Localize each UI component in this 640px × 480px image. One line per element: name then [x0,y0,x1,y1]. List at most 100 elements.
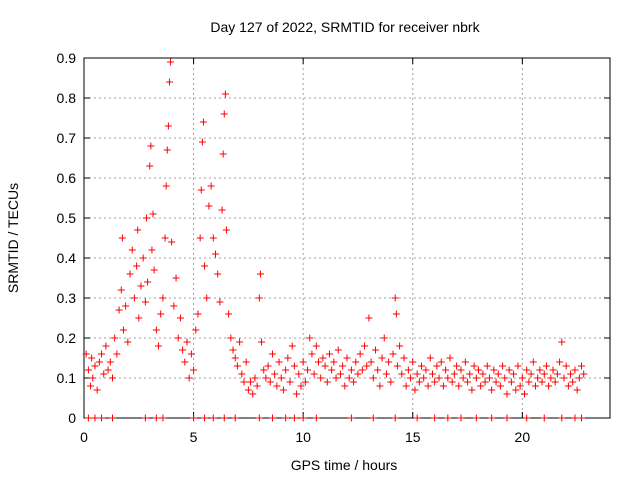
data-point [163,146,171,154]
data-point [503,390,511,398]
data-point [516,382,524,390]
data-point [258,338,266,346]
data-point [141,414,149,422]
data-point [122,302,130,310]
data-point [100,370,108,378]
data-point [356,350,364,358]
data-point [185,374,193,382]
y-tick-label: 0 [68,410,76,426]
data-point [212,250,219,258]
data-point [288,342,296,350]
data-point [144,278,152,286]
data-point [279,386,287,394]
data-point [431,414,439,422]
data-point [475,366,482,374]
data-point [367,358,375,366]
data-point [374,366,382,374]
data-point [161,234,169,242]
data-point [330,358,338,366]
x-tick-label: 5 [190,429,198,445]
data-point [345,374,353,382]
data-point [422,366,430,374]
data-point [431,378,439,386]
data-point [503,414,511,422]
data-point [464,378,472,386]
data-point [293,390,301,398]
data-point [216,298,224,306]
data-point [167,58,175,66]
data-point [387,378,395,386]
data-point [98,350,106,358]
data-point [128,246,136,254]
data-point [424,382,432,390]
data-point [251,374,259,382]
data-point [428,370,436,378]
chart-title: Day 127 of 2022, SRMTID for receiver nbr… [210,19,480,35]
data-point [152,326,160,334]
data-point [179,346,187,354]
data-point [187,350,195,358]
data-point [286,378,294,386]
data-point [95,358,103,366]
data-point [558,338,566,346]
plot-frame [83,57,611,419]
data-point [222,226,230,234]
data-point [437,358,445,366]
data-point [439,382,447,390]
y-tick-label: 0.6 [57,170,77,186]
data-point [571,366,579,374]
data-point [255,414,263,422]
data-point [301,378,309,386]
data-point [91,414,99,422]
data-point [190,414,198,422]
data-point [130,294,138,302]
data-point [545,382,553,390]
data-point [119,326,127,334]
data-point [221,90,229,98]
data-point [418,362,426,370]
data-point [389,350,397,358]
data-point [164,122,172,130]
data-point [255,294,263,302]
data-point [538,378,546,386]
data-point [192,326,200,334]
data-point [282,414,290,422]
data-point [365,314,373,322]
data-point [494,370,502,378]
data-point [249,390,257,398]
data-point [540,414,548,422]
data-point [168,238,176,246]
data-point [481,378,489,386]
data-point [435,374,443,382]
data-point [392,310,400,318]
data-point [396,342,404,350]
data-point [104,366,112,374]
data-point [567,370,575,378]
data-point [450,370,458,378]
data-point [150,266,158,274]
data-point [479,370,487,378]
tick-labels: 0 0.1 0.2 0.3 0.4 0.5 0.6 0.7 0.8 0.9 0 5 10 15 20 [57,50,531,445]
data-point [275,358,283,366]
data-point [108,414,116,422]
data-point [82,350,90,358]
data-point [556,358,564,366]
data-point [398,370,406,378]
data-point [218,206,226,214]
data-point [176,314,184,322]
y-axis-label: SRMTID / TECUs [5,183,21,293]
data-point [113,350,121,358]
y-tick-label: 0.8 [57,90,77,106]
data-point [174,334,182,342]
data-point [139,254,147,262]
data-point [91,362,99,370]
data-point [247,378,255,386]
data-point [501,374,509,382]
data-point [512,386,520,394]
y-tick-label: 0.2 [57,330,77,346]
x-axis-label: GPS time / hours [291,457,398,473]
data-point [260,366,268,374]
data-point [89,374,97,382]
data-point [466,370,474,378]
data-point [415,378,423,386]
